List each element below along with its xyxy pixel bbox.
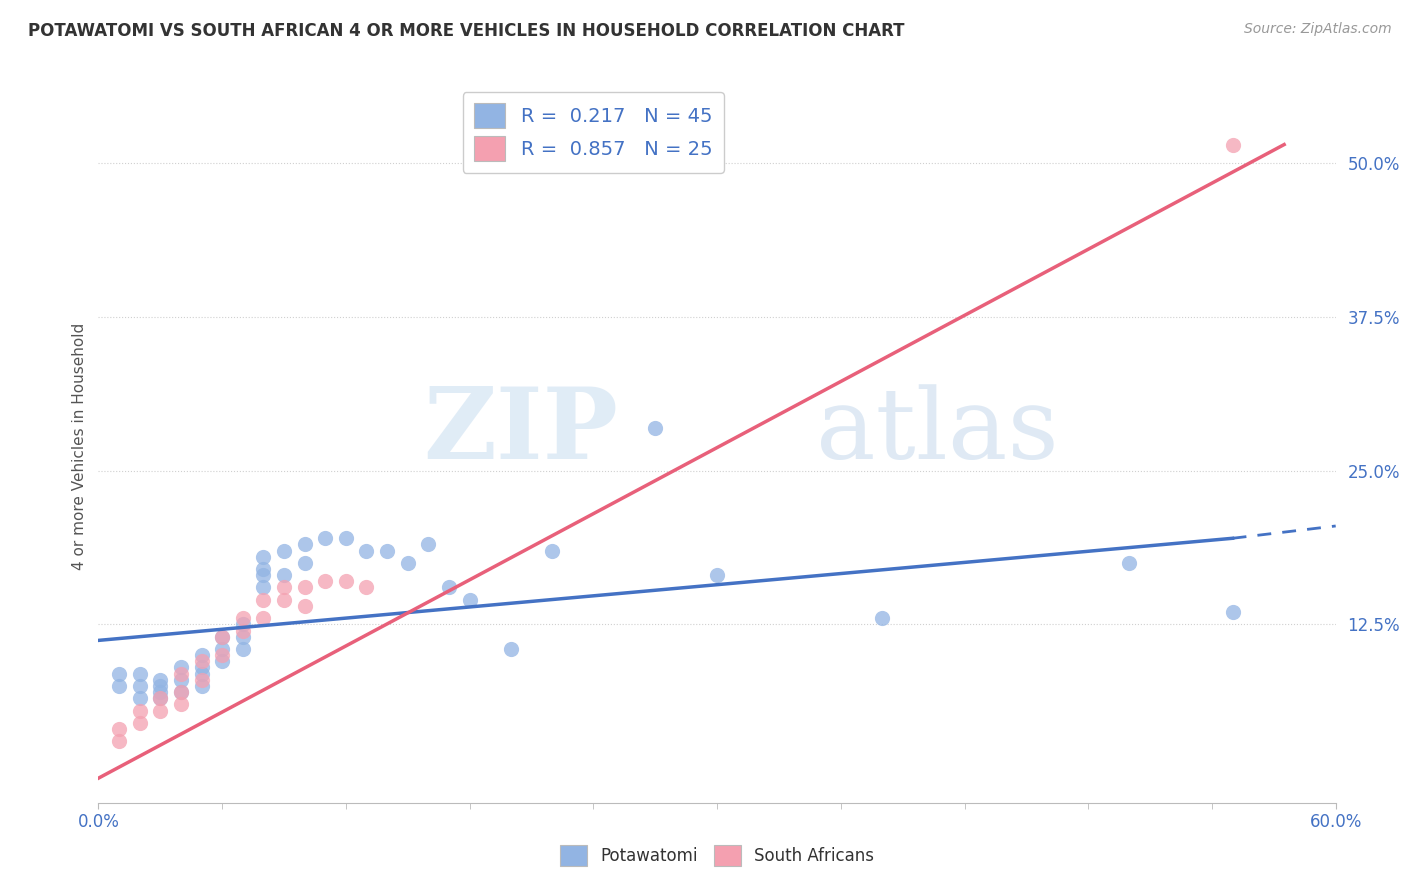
Point	[128, 679, 150, 693]
Point	[252, 549, 274, 564]
Point	[252, 611, 274, 625]
Point	[396, 556, 419, 570]
Point	[314, 574, 336, 589]
Point	[211, 654, 233, 668]
Point	[190, 660, 212, 674]
Point	[294, 537, 316, 551]
Point	[644, 420, 666, 434]
Text: atlas: atlas	[815, 384, 1059, 480]
Point	[273, 592, 295, 607]
Point	[211, 648, 233, 662]
Point	[418, 537, 440, 551]
Point	[149, 691, 172, 706]
Point	[252, 592, 274, 607]
Point	[170, 673, 193, 687]
Text: ZIP: ZIP	[423, 384, 619, 480]
Point	[356, 543, 378, 558]
Point	[375, 543, 398, 558]
Point	[190, 673, 212, 687]
Point	[232, 617, 254, 632]
Point	[335, 574, 357, 589]
Point	[232, 624, 254, 638]
Point	[252, 581, 274, 595]
Point	[314, 531, 336, 545]
Point	[190, 654, 212, 668]
Point	[252, 562, 274, 576]
Point	[273, 543, 295, 558]
Point	[437, 581, 460, 595]
Point	[190, 679, 212, 693]
Point	[1118, 556, 1140, 570]
Point	[170, 685, 193, 699]
Point	[211, 630, 233, 644]
Point	[128, 691, 150, 706]
Point	[1222, 137, 1244, 152]
Point	[170, 660, 193, 674]
Point	[108, 734, 131, 748]
Point	[232, 642, 254, 657]
Point	[706, 568, 728, 582]
Text: Source: ZipAtlas.com: Source: ZipAtlas.com	[1244, 22, 1392, 37]
Point	[149, 691, 172, 706]
Point	[128, 666, 150, 681]
Point	[294, 599, 316, 613]
Point	[294, 556, 316, 570]
Point	[252, 568, 274, 582]
Point	[870, 611, 893, 625]
Point	[170, 698, 193, 712]
Point	[1222, 605, 1244, 619]
Point	[356, 581, 378, 595]
Point	[108, 666, 131, 681]
Point	[108, 679, 131, 693]
Point	[149, 673, 172, 687]
Point	[541, 543, 564, 558]
Point	[108, 722, 131, 736]
Point	[128, 704, 150, 718]
Point	[149, 704, 172, 718]
Point	[211, 642, 233, 657]
Point	[294, 581, 316, 595]
Y-axis label: 4 or more Vehicles in Household: 4 or more Vehicles in Household	[72, 322, 87, 570]
Point	[335, 531, 357, 545]
Point	[190, 666, 212, 681]
Point	[170, 666, 193, 681]
Point	[232, 611, 254, 625]
Point	[232, 630, 254, 644]
Point	[273, 568, 295, 582]
Point	[170, 685, 193, 699]
Legend: Potawatomi, South Africans: Potawatomi, South Africans	[554, 838, 880, 873]
Point	[211, 630, 233, 644]
Point	[190, 648, 212, 662]
Point	[128, 715, 150, 730]
Point	[458, 592, 481, 607]
Text: POTAWATOMI VS SOUTH AFRICAN 4 OR MORE VEHICLES IN HOUSEHOLD CORRELATION CHART: POTAWATOMI VS SOUTH AFRICAN 4 OR MORE VE…	[28, 22, 904, 40]
Point	[499, 642, 522, 657]
Point	[273, 581, 295, 595]
Point	[149, 679, 172, 693]
Point	[149, 685, 172, 699]
